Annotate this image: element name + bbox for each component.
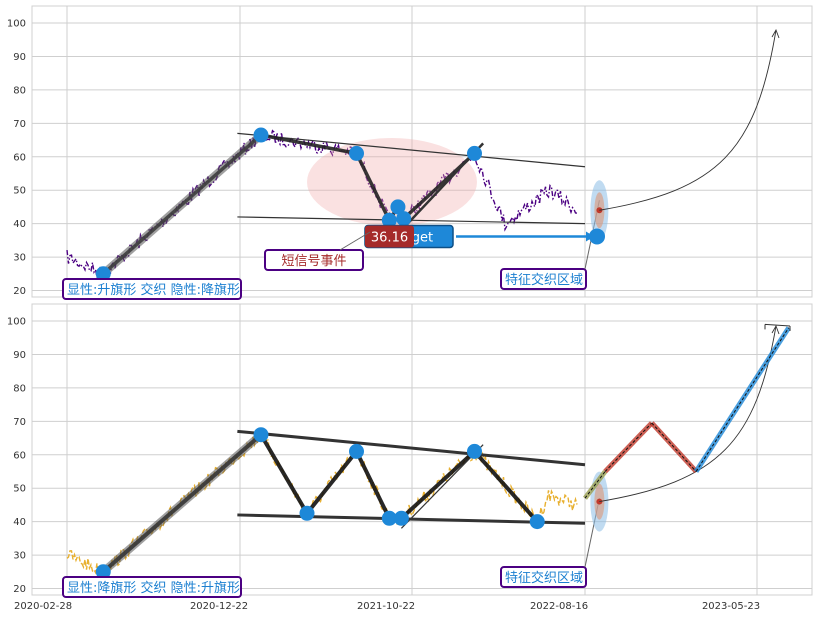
signal-zone-ellipse: [307, 138, 477, 226]
x-tick-label: 2020-12-22: [190, 601, 248, 612]
pattern-label: 显性:升旗形 交织 隐性:降旗形: [62, 278, 242, 300]
y-tick-label: 90: [13, 350, 26, 361]
pattern-point-marker: [393, 510, 409, 526]
y-tick-label: 60: [13, 450, 26, 461]
pattern-label-text: 显性:降旗形 交织 隐性:升旗形: [67, 580, 240, 596]
forecast-segment-dash: [695, 327, 790, 472]
y-tick-label: 50: [13, 186, 26, 197]
forecast-segment-dash: [604, 422, 653, 472]
panel-bottom: 20 30 40 50 60 70 80 90 100 显性:降旗形 交织 隐性:升旗形 特征交织区…: [7, 303, 813, 598]
projection-arrow: [599, 325, 777, 503]
y-tick-label: 100: [7, 19, 26, 30]
target-point-marker: [589, 228, 605, 245]
pattern-point-marker: [253, 427, 269, 443]
pattern-label-text: 显性:升旗形 交织 隐性:降旗形: [67, 282, 240, 298]
y-tick-label: 30: [13, 253, 26, 264]
pattern-point-marker: [396, 211, 412, 227]
trendline: [237, 132, 586, 168]
cross-zone-label-box: [500, 566, 587, 588]
cross-zone-label-box: [500, 268, 587, 290]
short-signal-label-text: 短信号事件: [281, 254, 346, 269]
pattern-leg-main: [100, 431, 264, 575]
y-tick-label: 50: [13, 484, 26, 495]
projection-arrow: [599, 29, 777, 211]
y-tick-label: 40: [13, 219, 26, 230]
trendline: [237, 429, 586, 467]
y-tick-label: 70: [13, 119, 26, 130]
x-tick-label: 2022-08-16: [530, 601, 588, 612]
projection-arrowhead: [771, 28, 780, 39]
pattern-point-marker: [466, 145, 482, 161]
x-tick-label: 2020-02-28: [14, 601, 72, 612]
y-tick-label: 80: [13, 383, 26, 394]
pattern-point-marker: [253, 127, 269, 143]
cross-zone-label-text: 特征交织区域: [505, 272, 583, 288]
y-tick-label: 20: [13, 584, 26, 595]
y-tick-label: 100: [7, 317, 26, 328]
forecast-end-bracket: [764, 323, 791, 332]
short-signal-pointer: [339, 231, 371, 251]
panel-top: 20 30 40 50 60 70 80 90 100 显性:升旗形 交织 隐性:降旗形 特征交织区…: [7, 5, 813, 300]
target-value-text: 36.16: [371, 230, 408, 245]
y-tick-label: 40: [13, 517, 26, 528]
pattern-point-marker: [349, 145, 365, 161]
y-tick-label: 30: [13, 551, 26, 562]
y-tick-label: 60: [13, 152, 26, 163]
helper-line: [400, 444, 484, 529]
x-tick-label: 2023-05-23: [702, 601, 760, 612]
pattern-zigzag: [101, 432, 539, 574]
projection-arrowhead: [771, 324, 780, 335]
pattern-point-marker: [466, 443, 482, 459]
pattern-leg-main: [100, 132, 264, 277]
y-tick-label: 90: [13, 52, 26, 63]
pattern-point-marker: [529, 514, 545, 530]
y-tick-label: 70: [13, 417, 26, 428]
y-tick-label: 80: [13, 85, 26, 96]
target-value-box: [365, 225, 414, 248]
forecast-segment-dash: [651, 422, 697, 472]
y-tick-label: 20: [13, 286, 26, 297]
pattern-point-marker: [349, 443, 365, 459]
forecast-segment-dash: [584, 471, 606, 499]
short-signal-label-box: [264, 249, 364, 271]
cross-zone-label-text: 特征交织区域: [505, 570, 583, 586]
pattern-label: 显性:降旗形 交织 隐性:升旗形: [62, 576, 242, 598]
x-tick-label: 2021-10-22: [357, 601, 415, 612]
pattern-point-marker: [299, 505, 315, 521]
pattern-label-box: [62, 278, 242, 300]
pattern-label-box: [62, 576, 242, 598]
